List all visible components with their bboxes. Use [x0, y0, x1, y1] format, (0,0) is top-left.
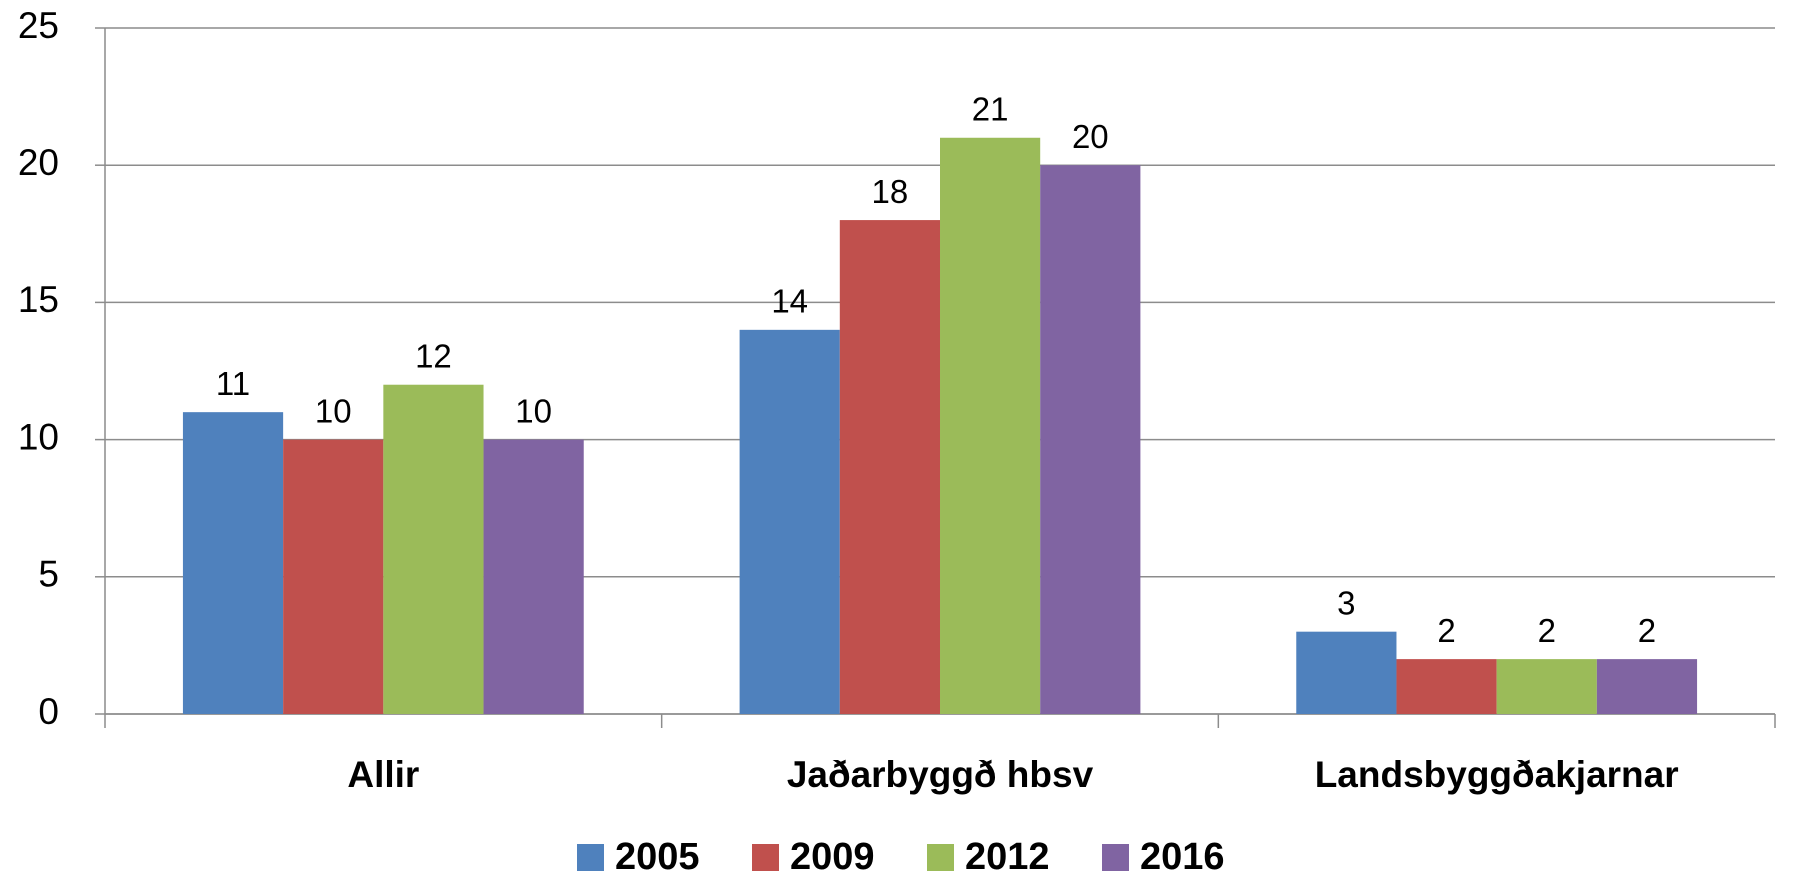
legend-label: 2009: [790, 836, 875, 876]
legend-swatch: [1102, 844, 1129, 871]
bar: [1396, 659, 1497, 714]
data-label: 12: [415, 337, 452, 374]
y-tick-label: 5: [38, 554, 59, 595]
bar: [182, 412, 284, 714]
bar: [1496, 659, 1597, 714]
bar: [940, 137, 1041, 714]
y-tick-label: 25: [18, 5, 59, 46]
data-label: 2: [1638, 612, 1656, 649]
x-tick-label: Allir: [347, 754, 419, 795]
legend-swatch: [752, 844, 779, 871]
legend-label: 2016: [1140, 836, 1225, 876]
data-label: 20: [1072, 118, 1109, 155]
data-label: 10: [315, 392, 352, 429]
bar: [1296, 631, 1397, 714]
bar: [1040, 165, 1141, 714]
bar: [1596, 659, 1698, 714]
legend-label: 2012: [965, 836, 1050, 876]
y-tick-label: 0: [38, 691, 59, 732]
bar: [483, 439, 584, 714]
bar: [283, 439, 384, 714]
data-label: 14: [771, 283, 808, 320]
bar: [739, 329, 840, 714]
data-label: 2: [1538, 612, 1556, 649]
y-tick-label: 20: [18, 142, 59, 183]
y-tick-label: 15: [18, 279, 59, 320]
data-label: 3: [1337, 584, 1355, 621]
bar: [839, 220, 940, 714]
legend-label: 2005: [615, 836, 700, 876]
data-label: 18: [872, 173, 909, 210]
data-label: 10: [515, 392, 552, 429]
data-label: 11: [216, 365, 250, 402]
legend-swatch: [927, 844, 954, 871]
legend-swatch: [577, 844, 604, 871]
y-tick-label: 10: [18, 416, 59, 457]
bar: [383, 384, 484, 714]
data-label: 21: [972, 90, 1009, 127]
x-tick-label: Landsbyggðakjarnar: [1315, 754, 1679, 795]
x-tick-label: Jaðarbyggð hbsv: [787, 754, 1094, 795]
data-label: 2: [1437, 612, 1455, 649]
